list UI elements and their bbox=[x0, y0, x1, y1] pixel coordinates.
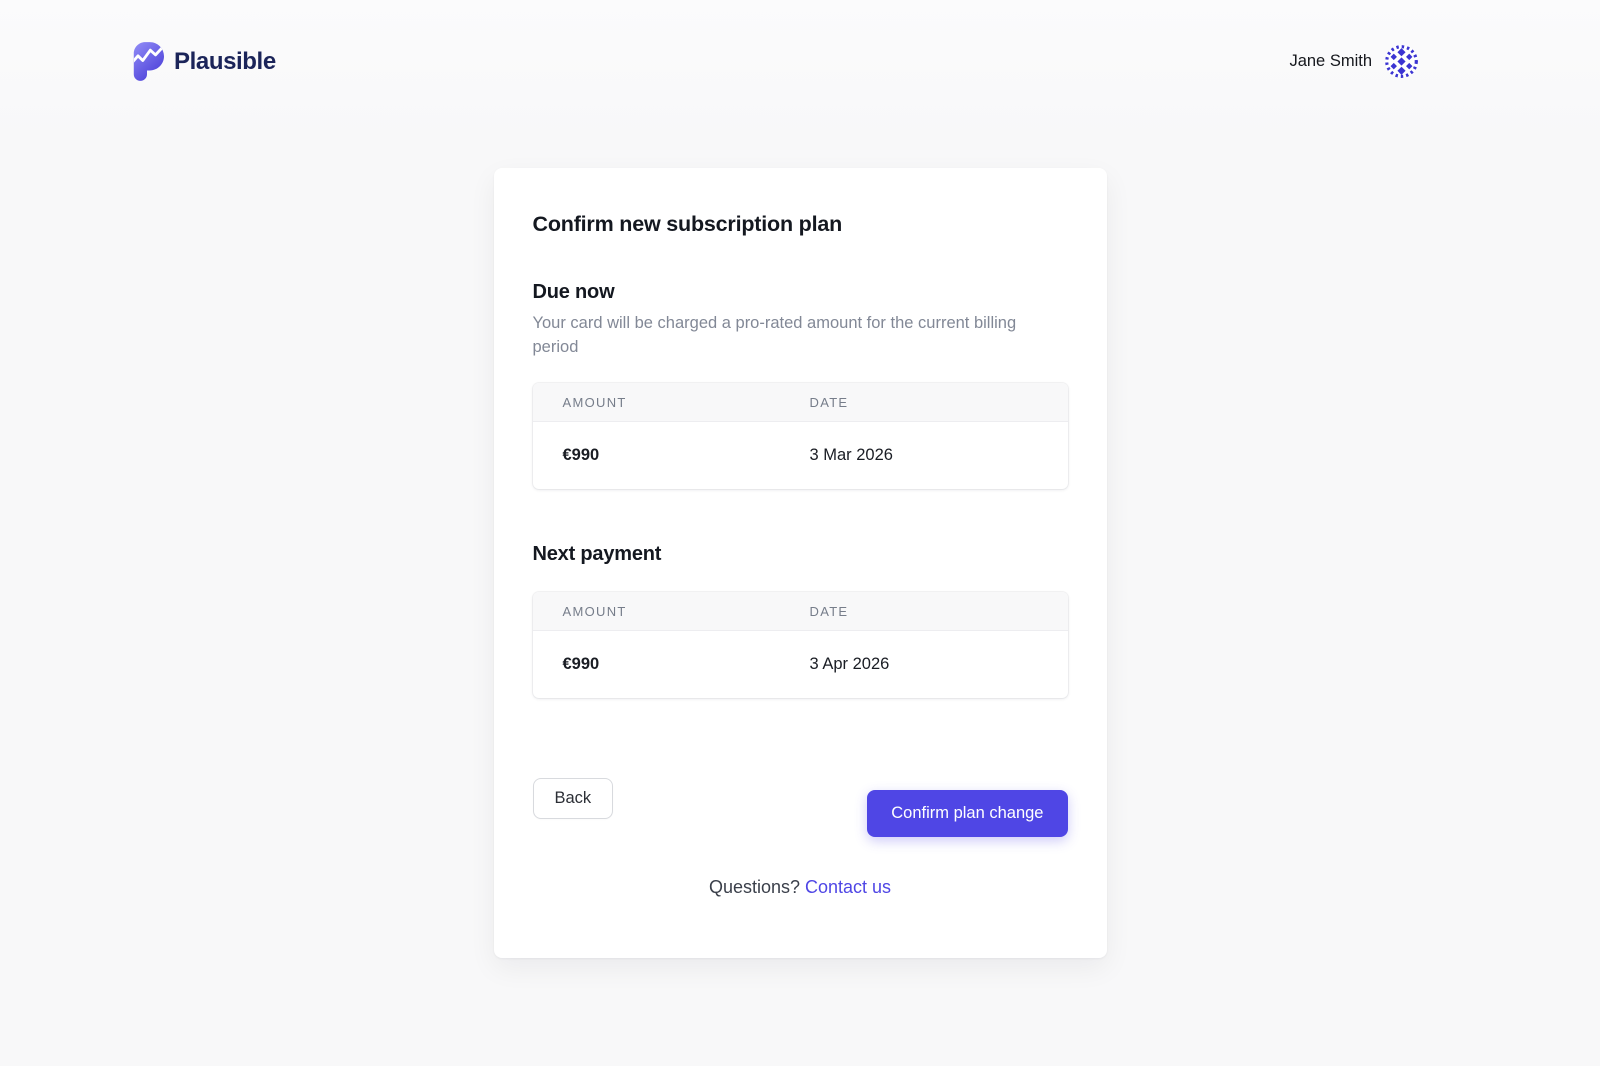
next-payment-heading: Next payment bbox=[532, 543, 662, 565]
date-value: 3 Mar 2026 bbox=[809, 446, 893, 464]
date-value: 3 Apr 2026 bbox=[809, 655, 890, 673]
amount-column-header: AMOUNT bbox=[562, 395, 627, 410]
amount-value: €990 bbox=[562, 655, 600, 673]
due-now-heading: Due now bbox=[532, 281, 615, 303]
amount-value: €990 bbox=[562, 446, 600, 464]
due-now-description: Your card will be charged a pro-rated am… bbox=[532, 314, 1017, 356]
identicon-avatar-icon bbox=[1385, 45, 1418, 78]
plausible-logo[interactable]: Plausible bbox=[130, 42, 276, 81]
page-title: Confirm new subscription plan bbox=[532, 212, 843, 236]
contact-us-link[interactable]: Contact us bbox=[805, 877, 892, 897]
due-now-table: AMOUNT DATE €990 3 Mar 2026 bbox=[532, 383, 1068, 489]
app-header: Plausible Jane Smith bbox=[0, 0, 1600, 81]
due-now-section: Due now Your card will be charged a pro-… bbox=[532, 281, 1068, 489]
plausible-p-logo-icon bbox=[133, 42, 164, 81]
user-avatar[interactable] bbox=[1385, 45, 1418, 78]
date-column-header: DATE bbox=[809, 604, 849, 619]
confirm-plan-change-button[interactable]: Confirm plan change bbox=[867, 790, 1068, 837]
questions-text: Questions? bbox=[708, 877, 800, 897]
date-column-header: DATE bbox=[809, 395, 849, 410]
table-header-row: AMOUNT DATE bbox=[532, 592, 1068, 631]
amount-column-header: AMOUNT bbox=[562, 604, 627, 619]
questions-line: Questions? Contact us bbox=[533, 877, 1068, 898]
next-payment-table: AMOUNT DATE €990 3 Apr 2026 bbox=[532, 592, 1068, 698]
table-row: €990 3 Apr 2026 bbox=[533, 631, 1068, 698]
next-payment-section: Next payment AMOUNT DATE €990 3 Apr 2026 bbox=[532, 543, 1068, 698]
table-header-row: AMOUNT DATE bbox=[532, 383, 1068, 422]
user-menu[interactable]: Jane Smith bbox=[1289, 45, 1418, 78]
back-button[interactable]: Back bbox=[532, 778, 614, 819]
card-actions: Back Confirm plan change bbox=[532, 778, 1068, 837]
table-row: €990 3 Mar 2026 bbox=[533, 422, 1068, 489]
plausible-logo-text: Plausible bbox=[174, 47, 276, 75]
subscription-confirm-card: Confirm new subscription plan Due now Yo… bbox=[493, 168, 1107, 958]
user-name: Jane Smith bbox=[1289, 52, 1372, 70]
